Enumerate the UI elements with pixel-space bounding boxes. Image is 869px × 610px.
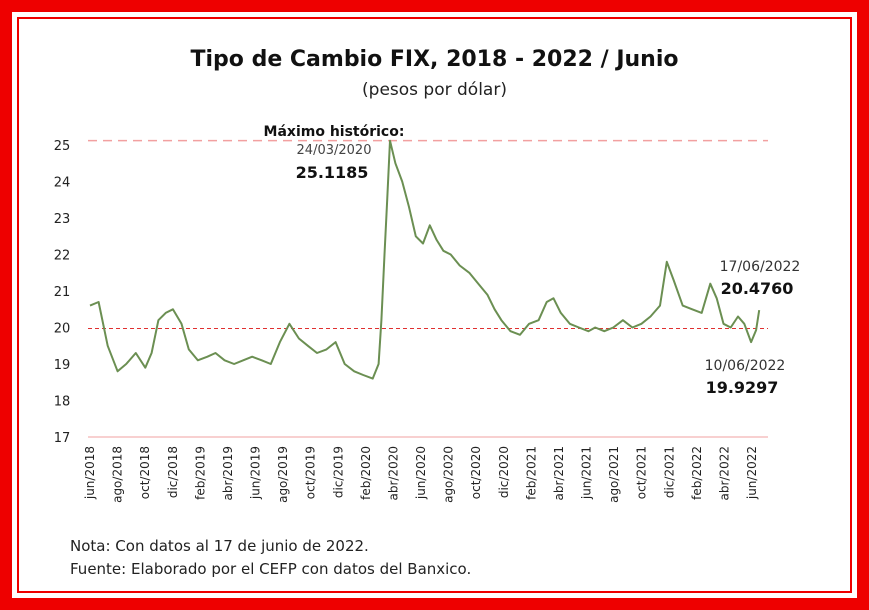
x-tick-label: jun/2022	[745, 446, 759, 500]
y-tick-label: 23	[54, 212, 71, 227]
inner-frame	[17, 17, 852, 593]
x-tick-label: ago/2021	[607, 446, 621, 503]
annotation-prev-value: 19.9297	[706, 378, 779, 397]
chart-title: Tipo de Cambio FIX, 2018 - 2022 / Junio	[190, 47, 679, 72]
annotation-max-date: 24/03/2020	[297, 143, 372, 158]
x-tick-label: abr/2019	[221, 446, 235, 501]
x-tick-label: feb/2019	[193, 446, 207, 500]
x-tick-label: oct/2018	[138, 446, 152, 499]
y-tick-label: 19	[54, 358, 71, 373]
y-tick-label: 20	[54, 322, 71, 337]
annotation-max-value: 25.1185	[296, 163, 369, 182]
x-tick-label: abr/2022	[717, 446, 731, 501]
x-tick-label: jun/2020	[414, 446, 428, 500]
chart-subtitle: (pesos por dólar)	[362, 80, 507, 100]
x-tick-label: dic/2019	[331, 446, 345, 498]
y-tick-label: 21	[54, 285, 71, 300]
annotation-max-label: Máximo histórico:	[264, 124, 405, 140]
x-tick-label: oct/2021	[635, 446, 649, 499]
x-tick-label: feb/2022	[690, 446, 704, 500]
x-tick-label: jun/2019	[249, 446, 263, 500]
y-tick-label: 25	[54, 139, 71, 154]
x-tick-label: feb/2020	[359, 446, 373, 500]
x-tick-label: dic/2021	[662, 446, 676, 498]
annotation-last-value: 20.4760	[721, 279, 794, 298]
x-tick-label: dic/2018	[166, 446, 180, 498]
y-tick-label: 18	[54, 395, 71, 410]
annotation-last-date: 17/06/2022	[720, 259, 801, 275]
x-tick-label: jun/2021	[580, 446, 594, 500]
x-tick-label: feb/2021	[524, 446, 538, 500]
x-tick-label: oct/2020	[469, 446, 483, 499]
x-tick-label: ago/2018	[111, 446, 125, 503]
note-text: Nota: Con datos al 17 de junio de 2022.	[70, 537, 369, 555]
x-tick-label: abr/2020	[386, 446, 400, 501]
source-text: Fuente: Elaborado por el CEFP con datos …	[70, 560, 472, 578]
y-tick-label: 24	[54, 176, 71, 191]
x-tick-label: jun/2018	[83, 446, 97, 500]
x-tick-label: dic/2020	[497, 446, 511, 498]
x-tick-label: oct/2019	[304, 446, 318, 499]
y-tick-label: 17	[54, 431, 71, 446]
annotation-prev-date: 10/06/2022	[705, 358, 786, 374]
exchange-rate-line	[89, 139, 761, 380]
x-tick-label: ago/2019	[276, 446, 290, 503]
x-tick-label: abr/2021	[552, 446, 566, 501]
y-tick-label: 22	[54, 249, 71, 264]
x-tick-label: ago/2020	[442, 446, 456, 503]
